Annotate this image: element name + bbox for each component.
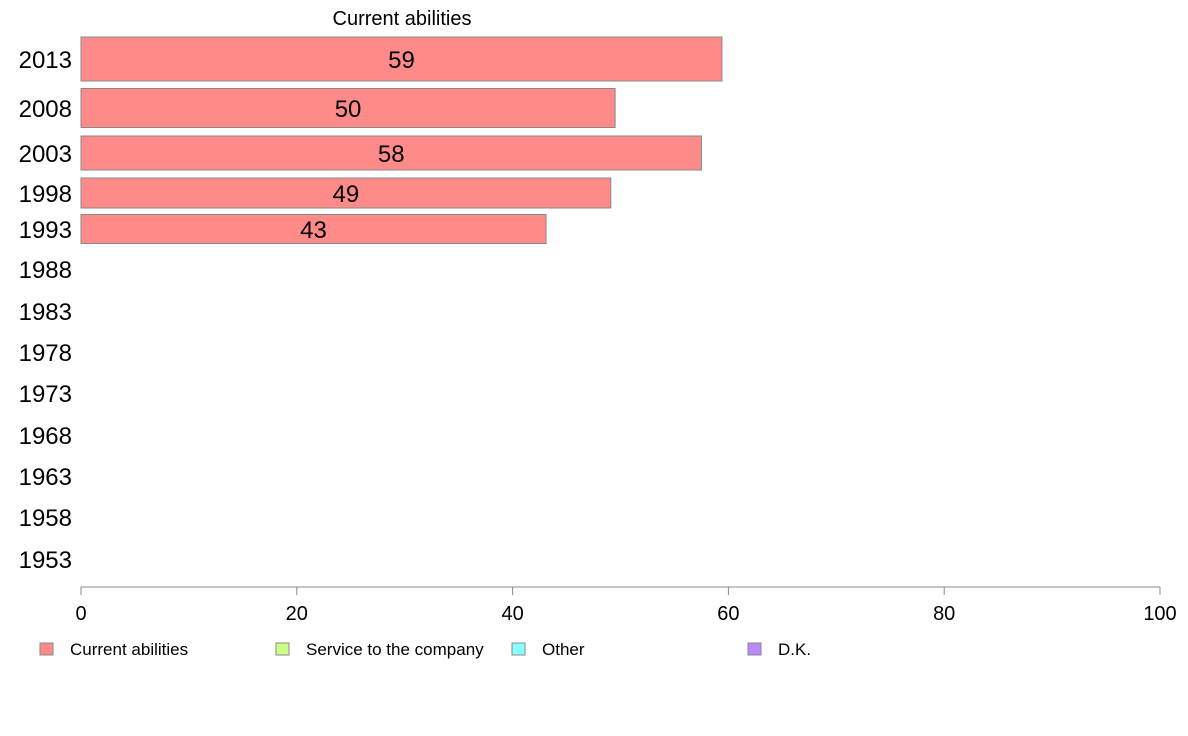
y-label-1953: 1953 <box>19 547 72 574</box>
y-label-1993: 1993 <box>19 217 72 244</box>
legend-swatch-service-to-the-company <box>275 642 290 656</box>
x-tick-label-0: 0 <box>75 603 86 625</box>
y-label-1998: 1998 <box>19 181 72 208</box>
y-label-2003: 2003 <box>19 141 72 168</box>
y-label-1988: 1988 <box>19 257 72 284</box>
bar-2003-current-abilities <box>80 135 702 171</box>
y-label-1978: 1978 <box>19 340 72 367</box>
y-label-2008: 2008 <box>19 96 72 123</box>
y-label-1963: 1963 <box>19 464 72 491</box>
bar-1998-current-abilities <box>80 177 612 209</box>
legend-label-d-k-: D.K. <box>778 640 811 659</box>
x-tick-label-60: 60 <box>717 603 739 625</box>
legend-swatch-current-abilities <box>39 642 54 656</box>
y-axis-labels: 2013 2008 2003 1998 1993 1988 1983 1978 1973 1968… <box>19 47 72 574</box>
y-label-2013: 2013 <box>19 47 72 74</box>
legend-label-current-abilities: Current abilities <box>70 640 188 659</box>
chart-subtitle: Current abilities <box>333 8 472 30</box>
legend: Current abilities Service to the company O… <box>39 640 811 659</box>
x-tick-label-40: 40 <box>501 603 523 625</box>
x-tick-label-80: 80 <box>933 603 955 625</box>
bar-label-2013: 59 <box>388 47 415 74</box>
legend-label-service-to-the-company: Service to the company <box>306 640 484 659</box>
bar-2008-current-abilities <box>80 88 616 128</box>
bar-label-2008: 50 <box>335 96 362 123</box>
bar-2013-current-abilities <box>80 36 723 82</box>
x-axis: 0 20 40 60 80 100 <box>75 586 1177 625</box>
y-label-1958: 1958 <box>19 505 72 532</box>
x-tick-label-100: 100 <box>1143 603 1176 625</box>
y-label-1983: 1983 <box>19 299 72 326</box>
y-label-1973: 1973 <box>19 381 72 408</box>
bar-label-1993: 43 <box>300 217 327 244</box>
bar-label-2003: 58 <box>378 141 405 168</box>
legend-swatch-other <box>511 642 526 656</box>
bar-1993-current-abilities <box>80 214 547 244</box>
legend-label-other: Other <box>542 640 585 659</box>
legend-swatch-d-k- <box>747 642 762 656</box>
x-tick-label-20: 20 <box>286 603 308 625</box>
y-label-1968: 1968 <box>19 423 72 450</box>
bar-label-1998: 49 <box>333 181 360 208</box>
